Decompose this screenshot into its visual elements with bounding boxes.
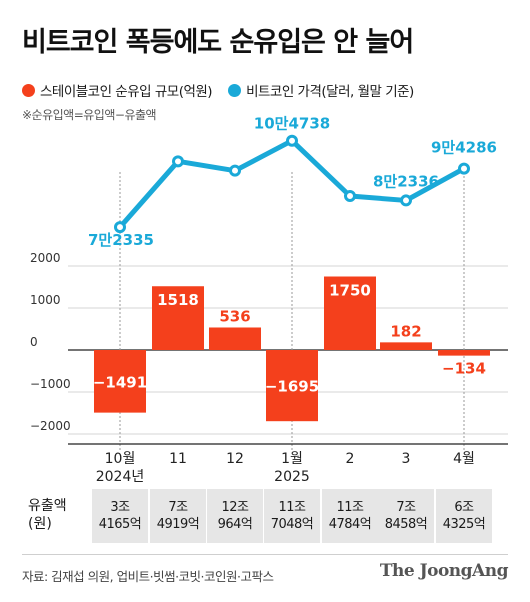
bar-value-label: 1750 bbox=[329, 282, 371, 300]
y-tick-label: −1000 bbox=[30, 377, 71, 391]
source-note: 자료: 김재섭 의원, 업비트·빗썸·코빗·코인원·고팍스 bbox=[22, 569, 274, 584]
outflow-cell: 12조 964억 bbox=[207, 489, 263, 543]
outflow-cell-line: 11조 bbox=[278, 500, 306, 515]
price-point bbox=[400, 194, 412, 207]
x-tick-label: 3 bbox=[402, 451, 411, 467]
x-tick-label: 12 bbox=[226, 451, 244, 467]
outflow-cell-line: 7048억 bbox=[270, 517, 314, 532]
bar bbox=[380, 342, 432, 350]
x-year-label: 2025 bbox=[274, 469, 310, 485]
price-point bbox=[229, 164, 241, 177]
price-label: 9만4286 bbox=[431, 139, 497, 157]
outflow-cell-line: 12조 bbox=[221, 500, 249, 515]
price-label: 7만2335 bbox=[88, 231, 154, 249]
outflow-cell: 7조 8458억 bbox=[378, 489, 434, 543]
legend-item-bitcoin: 비트코인 가격(달러, 월말 기준) bbox=[228, 80, 414, 100]
legend-label-stablecoin: 스테이블코인 순유입 규모(억원) bbox=[40, 84, 213, 100]
legend-swatch-bar bbox=[22, 83, 35, 97]
bar bbox=[152, 286, 204, 350]
legend-item-stablecoin: 스테이블코인 순유입 규모(억원) bbox=[22, 80, 213, 100]
y-tick-label: −2000 bbox=[30, 419, 71, 433]
outflow-cell: 3조 4165억 bbox=[92, 489, 148, 543]
bar bbox=[209, 327, 261, 350]
legend-label-bitcoin: 비트코인 가격(달러, 월말 기준) bbox=[246, 84, 414, 100]
x-tick-label: 11 bbox=[169, 451, 187, 467]
bar-value-label: −134 bbox=[442, 360, 486, 378]
outflow-cell-line: 4165억 bbox=[98, 517, 142, 532]
bar bbox=[438, 350, 490, 356]
outflow-cell-line: 4784억 bbox=[328, 517, 372, 532]
y-tick-label: 2000 bbox=[30, 251, 61, 265]
outflow-cell-line: 964억 bbox=[217, 517, 253, 532]
outflow-cell-line: 6조 bbox=[454, 500, 474, 515]
legend: 스테이블코인 순유입 규모(억원) 비트코인 가격(달러, 월말 기준) bbox=[22, 80, 430, 100]
outflow-cell-line: 4325억 bbox=[442, 517, 486, 532]
x-year-label: 2024년 bbox=[96, 469, 145, 485]
x-tick-label: 4월 bbox=[453, 451, 475, 467]
outflow-row-label: 유출액 (원) bbox=[28, 497, 67, 533]
price-label: 8만2336 bbox=[373, 172, 439, 190]
price-point bbox=[286, 134, 298, 147]
bar-value-label: 536 bbox=[219, 307, 250, 325]
bar-value-label: −1491 bbox=[93, 373, 147, 391]
x-tick-label: 2 bbox=[346, 451, 355, 467]
formula-note: ※순유입액=유입액−유출액 bbox=[22, 108, 157, 122]
outflow-cell: 6조 4325억 bbox=[436, 489, 492, 543]
outflow-cell-line: 8458억 bbox=[384, 517, 428, 532]
outflow-cell-line: 3조 bbox=[110, 500, 130, 515]
price-point bbox=[114, 221, 126, 234]
bar-value-label: 182 bbox=[390, 322, 421, 340]
price-point bbox=[172, 155, 184, 168]
price-label: 10만4738 bbox=[254, 115, 330, 133]
outflow-row-label-line: 유출액 bbox=[28, 498, 67, 514]
outflow-cell: 11조 4784억 bbox=[322, 489, 378, 543]
bar bbox=[94, 350, 146, 413]
bar-value-label: −1695 bbox=[265, 378, 319, 396]
price-point bbox=[344, 190, 356, 202]
outflow-cell-line: 7조 bbox=[168, 500, 188, 515]
footer-divider bbox=[22, 554, 508, 555]
bar bbox=[324, 276, 376, 350]
price-point bbox=[458, 162, 470, 175]
y-tick-label: 0 bbox=[30, 335, 38, 349]
outflow-cell: 11조 7048억 bbox=[264, 489, 320, 543]
bar bbox=[266, 350, 318, 422]
bar-value-label: 1518 bbox=[157, 291, 199, 309]
x-tick-label: 10월 bbox=[105, 451, 136, 467]
chart-title: 비트코인 폭등에도 순유입은 안 늘어 bbox=[22, 27, 414, 58]
outflow-cell-line: 11조 bbox=[336, 500, 364, 515]
brand-logo: The JoongAng bbox=[379, 561, 509, 581]
outflow-row-label-unit: (원) bbox=[28, 516, 52, 532]
y-tick-label: 1000 bbox=[30, 293, 61, 307]
outflow-cell-line: 4919억 bbox=[156, 517, 200, 532]
x-tick-label: 1월 bbox=[281, 451, 303, 467]
outflow-cell: 7조 4919억 bbox=[150, 489, 206, 543]
legend-swatch-line bbox=[228, 83, 242, 97]
outflow-cell-line: 7조 bbox=[396, 500, 416, 515]
